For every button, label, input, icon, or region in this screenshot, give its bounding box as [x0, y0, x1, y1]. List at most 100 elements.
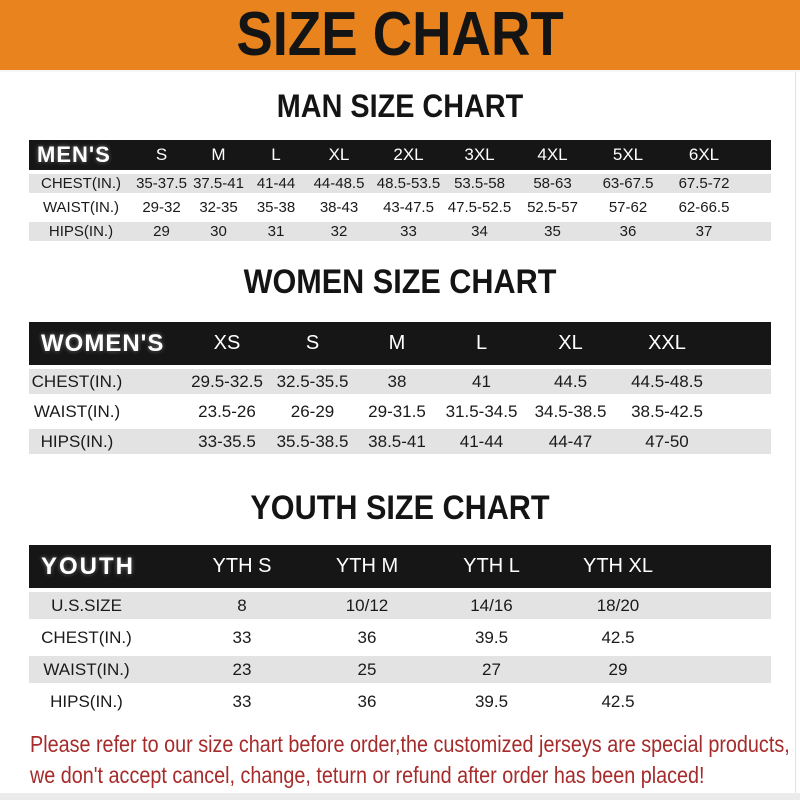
cell-value: 42.5 — [601, 691, 635, 711]
cell-value: 58-63 — [533, 175, 572, 192]
table-row: WAIST(IN.) 23.5-26 26-29 29-31.5 31.5-34.5 34… — [29, 399, 771, 424]
size-column-header: XS — [213, 332, 241, 354]
cell-value: 35 — [544, 223, 561, 240]
cell-value: 26-29 — [290, 401, 335, 421]
cell-value: 52.5-57 — [527, 199, 578, 216]
row-label: HIPS(IN.) — [50, 691, 123, 711]
cell-value: 33 — [400, 223, 417, 240]
row-label: HIPS(IN.) — [40, 431, 114, 451]
cell-value: 34 — [471, 223, 488, 240]
size-column-header: L — [475, 332, 488, 354]
size-column-header: XXL — [648, 332, 686, 354]
row-label: CHEST(IN.) — [41, 175, 121, 192]
cell-value: 34.5-38.5 — [534, 401, 607, 421]
women-size-table: WOMEN'S XS S M L XL XXL CHEST(IN.) 29.5-32.5 32.5… — [29, 322, 771, 454]
row-label: CHEST(IN.) — [41, 627, 132, 647]
size-column-header: YTH XL — [582, 555, 654, 577]
cell-value: 30 — [210, 223, 227, 240]
table-header-row: MEN'S S M L XL 2XL 3XL 4XL 5XL 6XL — [29, 140, 771, 170]
cell-value: 29 — [153, 223, 170, 240]
cell-value: 38.5-42.5 — [631, 401, 703, 421]
cell-value: 35-38 — [256, 199, 296, 216]
cell-value: 35.5-38.5 — [276, 431, 349, 451]
cell-value: 23 — [232, 659, 252, 679]
cell-value: 23.5-26 — [198, 401, 256, 421]
cell-value: 38.5-41 — [368, 431, 426, 451]
cell-value: 10/12 — [345, 595, 389, 615]
section-women: WOMEN SIZE CHART WOMEN'S XS S M L XL XXL CHEST(… — [0, 262, 800, 454]
cell-value: 48.5-53.5 — [376, 175, 441, 192]
section-youth: YOUTH SIZE CHART YOUTH YTH S YTH M YTH L YTH… — [0, 488, 800, 715]
cell-value: 18/20 — [596, 595, 640, 615]
size-column-header: 2XL — [393, 145, 424, 164]
cell-value: 25 — [357, 659, 377, 679]
table-label: WOMEN'S — [41, 329, 165, 357]
heading-youth-size-chart: YOUTH SIZE CHART — [250, 489, 550, 527]
cell-value: 31.5-34.5 — [445, 401, 518, 421]
row-label: CHEST(IN.) — [31, 371, 123, 391]
cell-value: 29.5-32.5 — [191, 371, 263, 391]
photo-right-edge — [795, 72, 796, 800]
table-label: MEN'S — [37, 142, 111, 167]
table-row: HIPS(IN.) 33 36 39.5 42.5 — [29, 688, 771, 715]
size-column-header: M — [388, 332, 406, 354]
row-label: WAIST(IN.) — [33, 401, 121, 421]
size-column-header: YTH S — [212, 555, 272, 577]
heading-man-size-chart: MAN SIZE CHART — [276, 88, 524, 124]
youth-size-table: YOUTH YTH S YTH M YTH L YTH XL U.S.SIZE 8 10/12… — [29, 545, 771, 715]
table-row: WAIST(IN.) 23 25 27 29 — [29, 656, 771, 683]
row-label: HIPS(IN.) — [48, 223, 114, 240]
cell-value: 36 — [357, 691, 377, 711]
cell-value: 29-31.5 — [368, 401, 426, 421]
notice-line-1: Please refer to our size chart before or… — [30, 731, 790, 757]
cell-value: 41 — [472, 371, 491, 391]
cell-value: 33 — [232, 627, 252, 647]
cell-value: 33 — [232, 691, 252, 711]
size-column-header: S — [155, 145, 168, 164]
cell-value: 44.5 — [553, 371, 588, 391]
cell-value: 37 — [695, 223, 713, 240]
table-header-row: YOUTH YTH S YTH M YTH L YTH XL — [29, 545, 771, 588]
size-column-header: 6XL — [688, 145, 720, 164]
cell-value: 63-67.5 — [602, 175, 654, 192]
size-column-header: XL — [558, 332, 583, 354]
cell-value: 38-43 — [319, 199, 359, 216]
notice-line-2: we don't accept cancel, change, teturn o… — [30, 762, 705, 788]
row-label: WAIST(IN.) — [42, 199, 120, 216]
size-column-header: 3XL — [464, 145, 495, 164]
cell-value: 39.5 — [474, 627, 509, 647]
cell-value: 57-62 — [608, 199, 648, 216]
row-label: WAIST(IN.) — [43, 659, 130, 679]
size-column-header: 5XL — [612, 145, 644, 164]
cell-value: 44-47 — [548, 431, 593, 451]
cell-value: 37.5-41 — [193, 175, 244, 192]
table-row: CHEST(IN.) 33 36 39.5 42.5 — [29, 624, 771, 651]
size-column-header: S — [305, 332, 320, 354]
men-size-table: MEN'S S M L XL 2XL 3XL 4XL 5XL 6XL CHEST(IN.) 35-37… — [29, 140, 771, 241]
cell-value: 67.5-72 — [678, 175, 730, 192]
cell-value: 29 — [608, 659, 628, 679]
cell-value: 14/16 — [470, 595, 513, 615]
table-row: CHEST(IN.) 35-37.5 37.5-41 41-44 44-48.5 48.5… — [29, 174, 771, 193]
size-column-header: YTH M — [335, 555, 399, 577]
table-label: YOUTH — [41, 552, 135, 580]
cell-value: 35-37.5 — [136, 175, 187, 192]
cell-value: 53.5-58 — [454, 175, 505, 192]
cell-value: 33-35.5 — [198, 431, 256, 451]
footer-notice: Please refer to our size chart before or… — [0, 729, 800, 791]
photo-bottom-edge — [0, 793, 800, 800]
size-column-header: XL — [328, 145, 350, 164]
cell-value: 8 — [237, 595, 247, 615]
cell-value: 29-32 — [142, 199, 181, 216]
size-column-header: 4XL — [537, 145, 568, 164]
table-row: CHEST(IN.) 29.5-32.5 32.5-35.5 38 41 44.5 44.5… — [29, 369, 771, 394]
table-row: HIPS(IN.) 29 30 31 32 33 34 35 36 37 — [29, 222, 771, 241]
cell-value: 39.5 — [474, 691, 509, 711]
cell-value: 41-44 — [459, 431, 504, 451]
cell-value: 47-50 — [645, 431, 689, 451]
cell-value: 44.5-48.5 — [631, 371, 703, 391]
table-header-row: WOMEN'S XS S M L XL XXL — [29, 322, 771, 365]
table-row: U.S.SIZE 8 10/12 14/16 18/20 — [29, 592, 771, 619]
banner-title: SIZE CHART — [236, 0, 564, 69]
cell-value: 36 — [619, 223, 637, 240]
